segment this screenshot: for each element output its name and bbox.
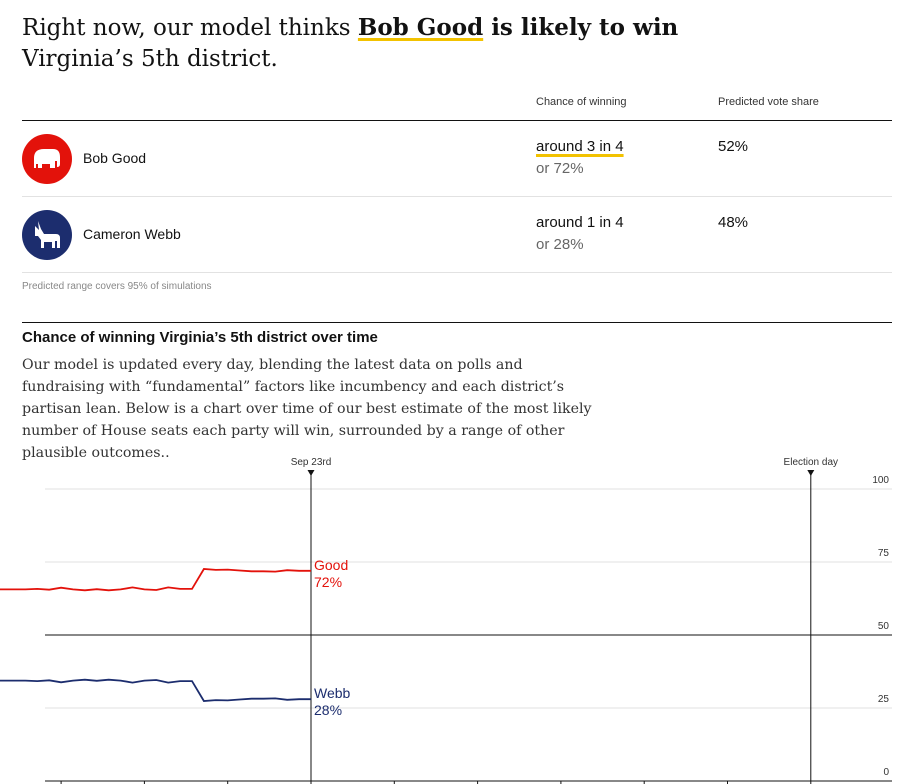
y-tick-label: 0 <box>883 767 889 778</box>
elephant-icon <box>22 134 72 184</box>
headline-prefix: Right now, our model thinks <box>22 15 358 41</box>
series-value-label: 72% <box>314 574 342 590</box>
candidate-name: Bob Good <box>83 150 147 166</box>
section-top-rule <box>22 322 892 323</box>
marker-label: Sep 23rd <box>291 457 332 468</box>
column-header-vote-share: Predicted vote share <box>718 96 819 108</box>
marker-arrow <box>807 470 815 476</box>
candidate-row-good: Bob Good around 3 in 4 or 72% 52% <box>22 120 892 196</box>
y-tick-label: 50 <box>878 621 890 632</box>
candidate-row-webb: Cameron Webb around 1 in 4 or 28% 48% <box>22 196 892 272</box>
series-value-label: 28% <box>314 702 342 718</box>
vote-share: 48% <box>718 214 749 231</box>
headline: Right now, our model thinks Bob Good is … <box>22 12 742 75</box>
y-tick-label: 75 <box>878 548 890 559</box>
simulation-footnote: Predicted range covers 95% of simulation… <box>22 281 212 292</box>
section-title: Chance of winning Virginia’s 5th distric… <box>22 329 378 346</box>
column-header-chance: Chance of winning <box>536 96 627 108</box>
headline-bold-suffix: is likely to win <box>483 14 679 41</box>
candidate-name: Cameron Webb <box>83 226 181 242</box>
table-top-rule <box>22 120 892 121</box>
donkey-icon <box>22 210 72 260</box>
headline-line2: Virginia’s 5th district. <box>22 46 278 72</box>
chance-percent: or 28% <box>536 236 584 253</box>
section-description: Our model is updated every day, blending… <box>22 357 592 461</box>
series-label: Good <box>314 557 348 573</box>
y-tick-label: 100 <box>872 475 889 486</box>
marker-arrow <box>307 470 315 476</box>
row-divider <box>22 196 892 197</box>
headline-candidate-name: Bob Good <box>357 14 484 41</box>
series-line-good <box>0 568 311 592</box>
chance-percent: or 72% <box>536 160 584 177</box>
series-label: Webb <box>314 685 351 701</box>
vote-share: 52% <box>718 138 749 155</box>
chance-words: around 1 in 4 <box>536 214 624 231</box>
series-line-webb <box>0 678 311 702</box>
y-tick-label: 25 <box>878 694 890 705</box>
row-divider <box>22 272 892 273</box>
chance-words: around 3 in 4 <box>536 138 624 155</box>
marker-label: Election day <box>784 457 838 468</box>
